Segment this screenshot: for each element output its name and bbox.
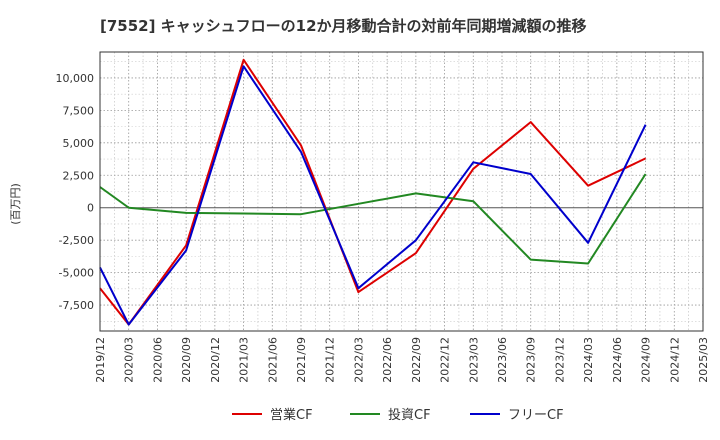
x-tick-label: 2020/03 [123, 337, 136, 383]
x-tick-label: 2022/06 [381, 337, 394, 383]
x-tick-label: 2021/03 [238, 337, 251, 383]
x-tick-label: 2023/09 [525, 337, 538, 383]
legend-label: フリーCF [508, 408, 564, 423]
grid [99, 52, 704, 331]
y-tick-label: 7,500 [63, 104, 95, 117]
x-tick-label: 2020/12 [209, 337, 222, 383]
y-tick-label: -2,500 [59, 234, 94, 247]
legend-label: 営業CF [270, 407, 313, 423]
x-tick-label: 2025/03 [697, 337, 710, 383]
x-tick-label: 2022/12 [439, 337, 452, 383]
x-tick-label: 2024/06 [611, 337, 624, 383]
series-lines [99, 58, 647, 326]
y-ticks: 10,000 7,500 5,000 2,500 0 -2,500 -5,000 -7,500 [56, 72, 95, 312]
chart-title: [7552] キャッシュフローの12か月移動合計の対前年同期増減額の推移 [100, 17, 587, 35]
x-tick-label: 2020/09 [180, 337, 193, 383]
x-ticks: 2019/12 2020/03 2020/06 2020/09 2020/12 2021/… [94, 337, 710, 383]
y-axis-label: (百万円) [9, 183, 22, 225]
x-tick-label: 2021/12 [324, 337, 337, 383]
x-tick-label: 2019/12 [94, 337, 107, 383]
legend: 営業CF 投資CF フリーCF [232, 407, 564, 423]
x-tick-label: 2023/06 [496, 337, 509, 383]
series-line [99, 58, 647, 326]
y-tick-label: -7,500 [59, 299, 94, 312]
x-tick-label: 2022/03 [352, 337, 365, 383]
y-tick-label: 10,000 [56, 72, 95, 85]
x-tick-label: 2020/06 [151, 337, 164, 383]
x-tick-label: 2021/09 [295, 337, 308, 383]
x-tick-label: 2023/12 [553, 337, 566, 383]
legend-label: 投資CF [388, 407, 431, 423]
plot-frame [99, 51, 704, 332]
y-tick-label: 5,000 [63, 137, 95, 150]
x-tick-label: 2024/12 [668, 337, 681, 383]
y-tick-label: 0 [87, 202, 94, 215]
y-tick-label: -5,000 [59, 267, 94, 280]
series-line [99, 65, 647, 326]
series-line [99, 173, 647, 265]
x-tick-label: 2021/06 [266, 337, 279, 383]
x-tick-label: 2024/03 [582, 337, 595, 383]
y-tick-label: 2,500 [63, 169, 95, 182]
x-tick-label: 2024/09 [640, 337, 653, 383]
x-tick-label: 2023/03 [467, 337, 480, 383]
x-tick-label: 2022/09 [410, 337, 423, 383]
